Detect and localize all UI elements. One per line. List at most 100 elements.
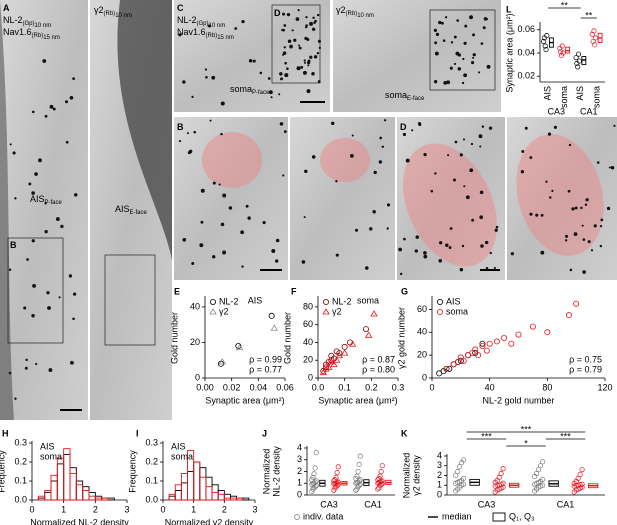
subscript: (Gp) [197,21,209,27]
bar [199,467,207,501]
gold-particle [241,265,244,268]
data-point [353,487,359,493]
gold-particle [187,150,192,155]
label-part: γ2 [94,5,104,15]
label-part: D [274,8,281,18]
gold-particle [453,62,457,66]
marker [457,357,464,364]
gold-particle [585,198,589,202]
gold-particle [471,218,475,222]
panel-letter: I [136,428,139,438]
gold-particle [402,132,407,137]
gold-particle [289,44,293,49]
gold-particle [270,96,273,99]
gold-particle [68,274,73,278]
synapse-shading [320,138,370,182]
gold-particle [600,218,604,222]
micrograph-label: A [3,3,10,13]
x-tick-label: 0.1 [338,382,351,392]
y-tick-label: 40 [417,327,427,337]
y-axis-label: Gold number [282,312,292,364]
data-point [544,33,550,39]
gold-particle [434,41,438,45]
gold-particle [306,60,311,65]
bar [63,448,71,501]
micrograph-label: B [177,122,184,132]
micrograph [397,117,505,280]
data-point [496,474,502,481]
gold-particle [283,46,286,49]
gold-particle [447,154,450,157]
data-point [540,476,546,482]
gold-particle [259,71,263,75]
data-point [379,463,385,469]
bar [56,463,65,501]
micrograph [333,0,501,112]
gold-particle [275,238,280,243]
gold-particle [478,71,481,74]
bar [50,474,58,501]
y-tick-label: 20 [190,337,200,347]
y-tick-label: 0 [195,372,200,382]
gold-particle [23,306,27,310]
gold-particle [423,254,428,259]
gold-particle [383,119,387,122]
annotation: ρ = 0.80 [362,364,395,374]
gold-particle [307,64,310,67]
legend-marker [322,308,330,315]
x-tick-label: 0.02 [223,382,241,392]
gold-particle [351,134,354,137]
data-point [579,467,585,473]
gold-particle [465,195,470,200]
data-point [558,49,564,55]
gold-particle [564,239,568,242]
gold-particle [205,76,208,79]
gold-particle [313,21,316,24]
x-tick-label: 3 [124,504,129,514]
gold-particle [549,196,552,199]
legend-label: γ2 [332,306,342,316]
gold-particle [200,220,204,224]
gold-particle [191,95,194,99]
bar [193,461,201,501]
gold-particle [381,145,384,149]
y-tick-label: 4 [437,450,442,460]
marker [508,340,515,347]
gold-particle [386,227,389,230]
bar [63,453,71,501]
x-tick-label: 2 [222,504,227,514]
gold-particle [316,52,320,55]
marker [370,310,378,317]
gold-particle [463,185,466,188]
y-axis-label: Gold number [169,312,179,364]
data-point [500,466,506,472]
bar [174,490,182,501]
y-tick-label: 0 [297,489,302,499]
data-point [312,479,318,485]
panel-letter: F [291,286,297,296]
significance-label: ** [585,10,593,20]
legend-label: median [442,511,472,521]
gold-particle [450,41,454,44]
gold-particle [485,266,489,270]
bar [168,495,176,501]
gold-particle [567,189,571,193]
y-tick-label: 40 [190,301,200,311]
gold-particle [309,55,313,59]
gold-particle [193,130,197,134]
micrograph-label: AISE-face [115,204,148,215]
gold-particle [378,160,383,164]
gold-particle [462,138,466,141]
gold-particle [182,80,186,84]
gold-particle [438,258,443,263]
gold-particle [182,237,187,242]
gold-particle [313,55,318,59]
gold-particle [449,66,453,70]
legend-label: Q₁, Q₃ [509,511,535,521]
gold-particle [42,59,47,63]
legend-label: soma [40,451,62,461]
marker [324,363,333,370]
data-point [309,477,315,483]
label-part: B [177,122,184,132]
gold-particle [282,28,285,32]
